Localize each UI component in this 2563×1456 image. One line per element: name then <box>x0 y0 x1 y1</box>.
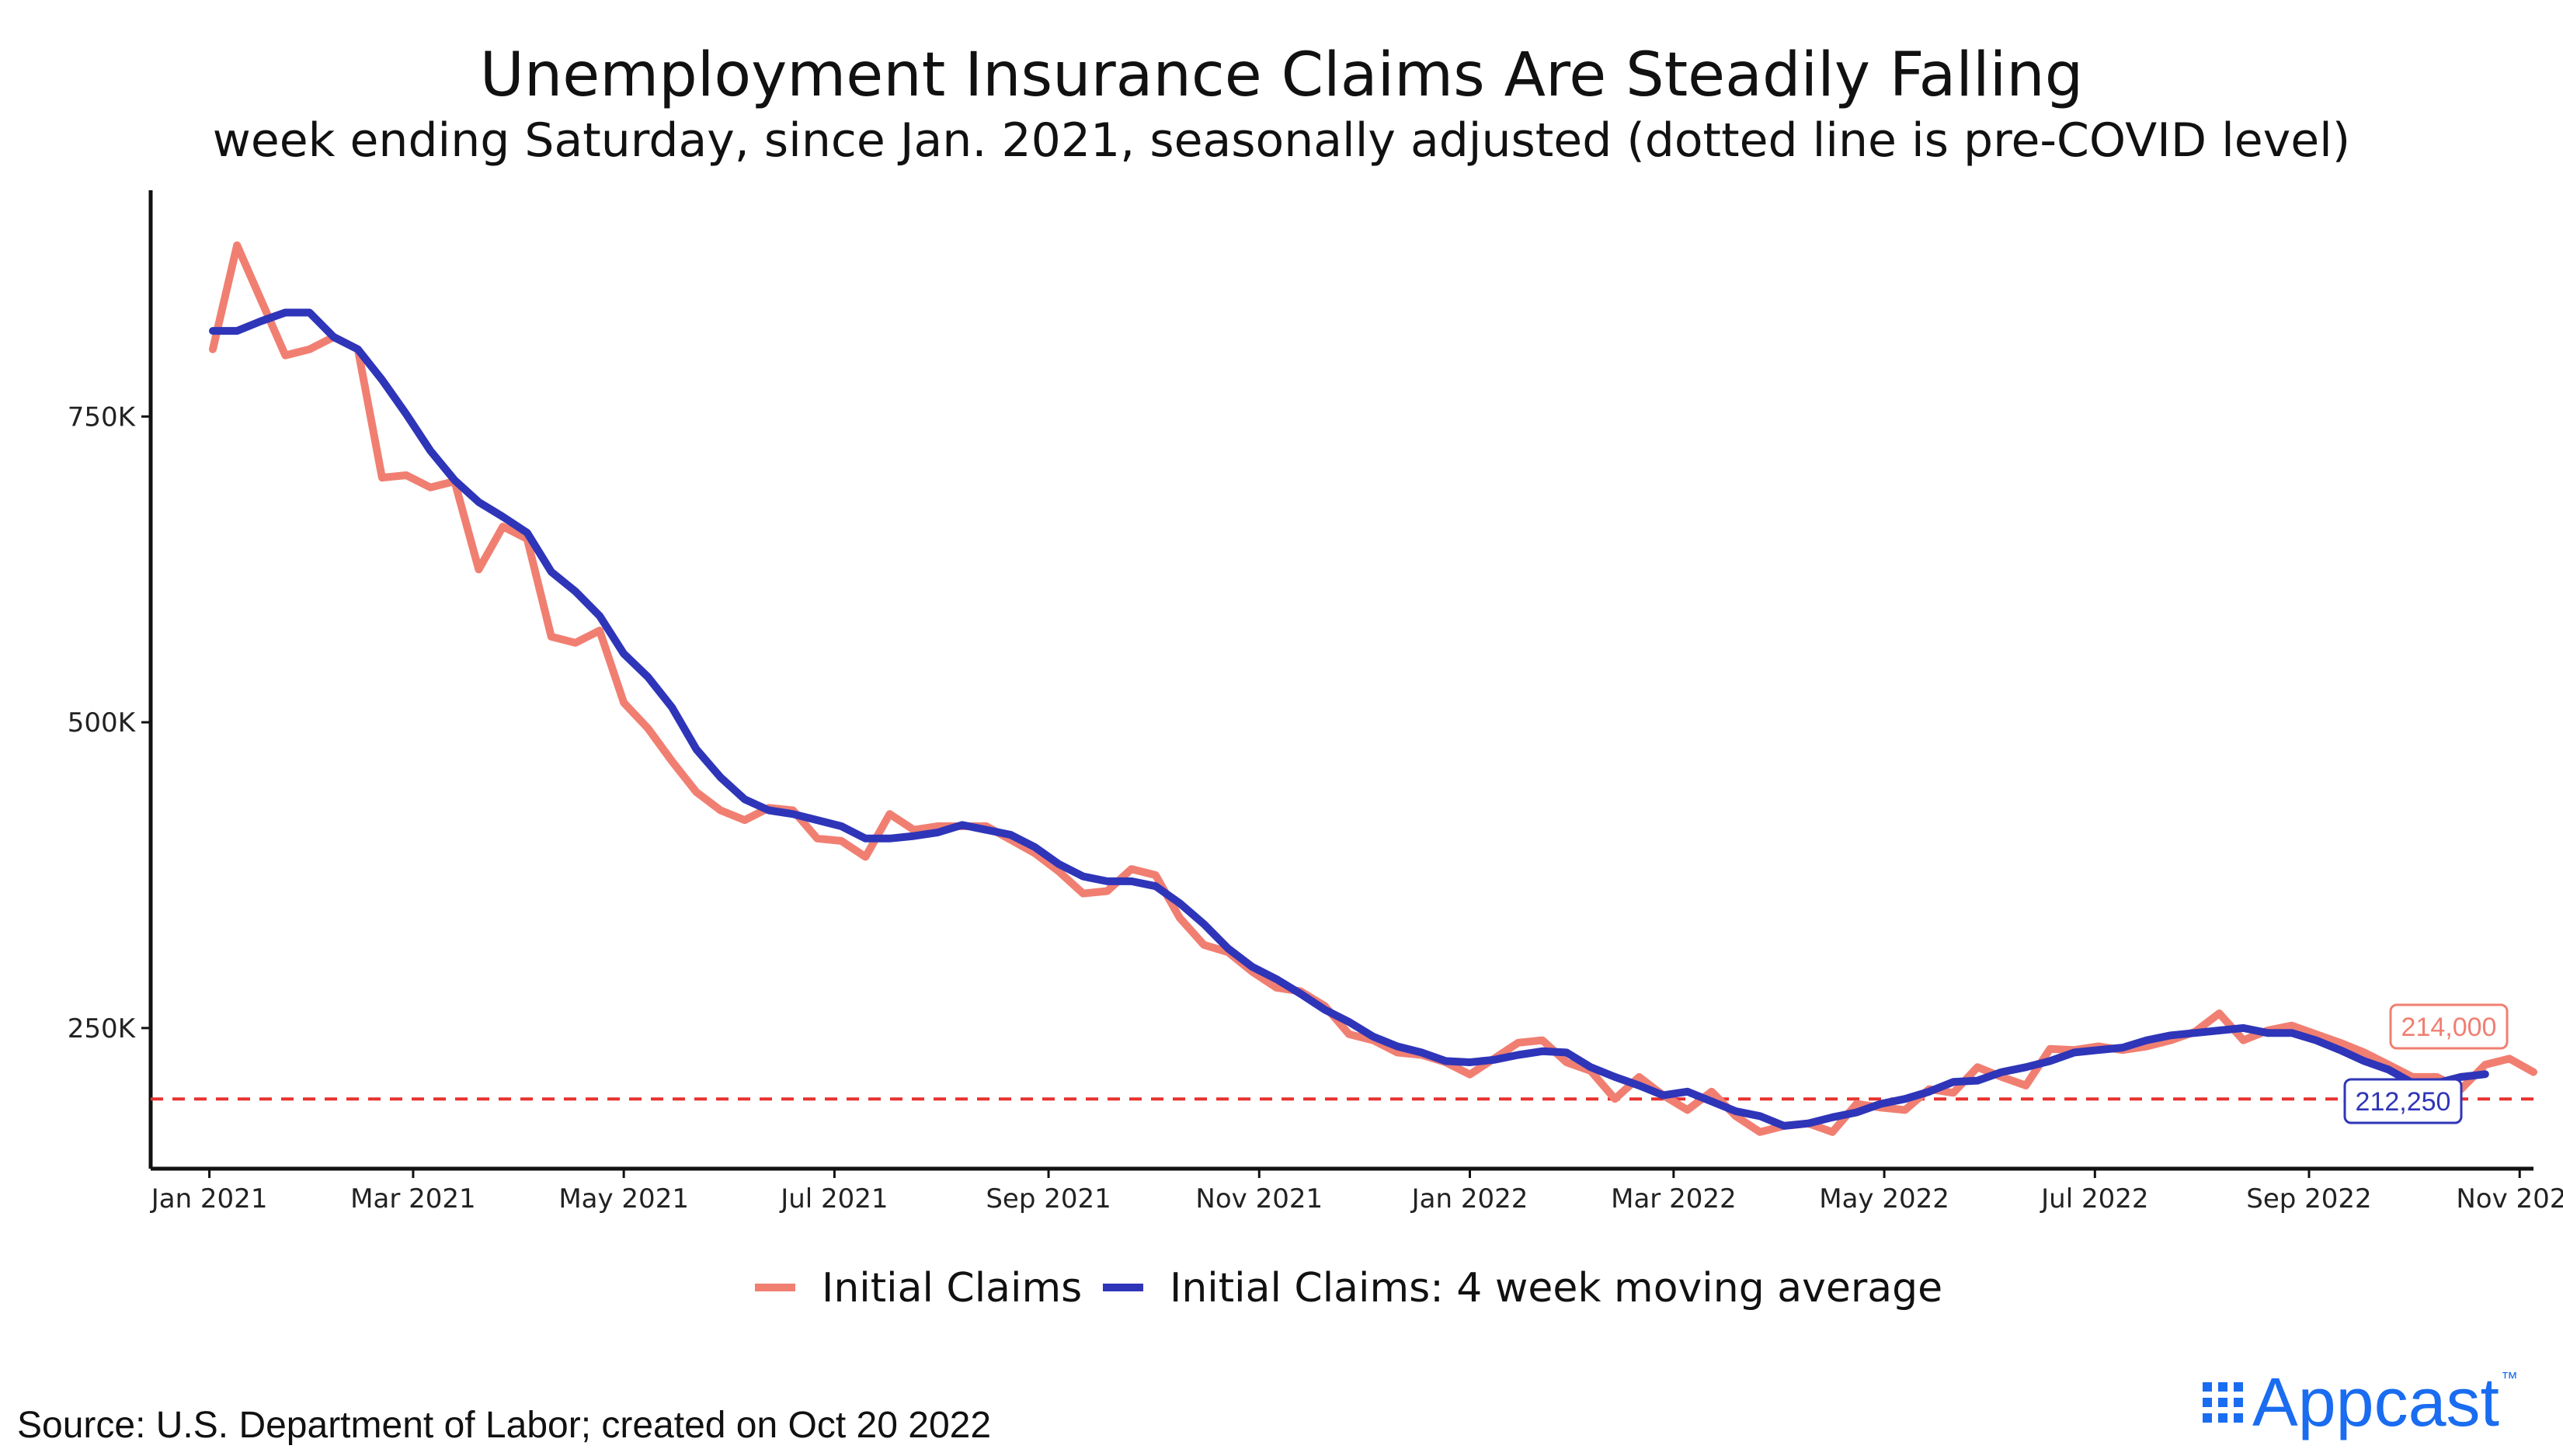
y-tick-label: 250K <box>68 1013 137 1044</box>
end-label-moving-average-box <box>2343 1078 2463 1124</box>
brand-name: Appcast <box>2252 1364 2499 1440</box>
x-tick-label: Mar 2021 <box>350 1183 475 1214</box>
x-tick-label: May 2022 <box>1819 1183 1949 1214</box>
x-tick-label: Mar 2022 <box>1611 1183 1736 1214</box>
end-label-initial-claims-box <box>2389 1003 2509 1050</box>
series-line-moving-average <box>209 308 2489 1130</box>
x-tick-label: Jan 2021 <box>150 1183 268 1214</box>
source-note: Source: U.S. Department of Labor; create… <box>17 1405 992 1446</box>
x-tick-label: Sep 2021 <box>986 1183 1111 1214</box>
legend-initial-claims-label: Initial Claims <box>822 1265 1082 1312</box>
x-tick-label: Jul 2022 <box>2040 1183 2148 1214</box>
x-tick-label: Nov 2022 <box>2456 1183 2563 1214</box>
x-tick-label: May 2021 <box>558 1183 689 1214</box>
x-tick-label: Jan 2022 <box>1410 1183 1528 1214</box>
y-tick-label: 500K <box>68 707 137 738</box>
end-label-initial-claims: 214,000 <box>2401 1013 2497 1042</box>
chart-title: Unemployment Insurance Claims Are Steadi… <box>479 40 2084 110</box>
brand-logo: Appcast ™ <box>2203 1368 2518 1437</box>
x-tick-label: Sep 2022 <box>2246 1183 2371 1214</box>
chart-subtitle: week ending Saturday, since Jan. 2021, s… <box>212 113 2351 168</box>
x-tick-label: Nov 2021 <box>1195 1183 1323 1214</box>
series-line-initial-claims <box>209 241 2537 1136</box>
x-tick-label: Jul 2021 <box>779 1183 888 1214</box>
y-tick-label: 750K <box>68 401 137 433</box>
legend-moving-average-label: Initial Claims: 4 week moving average <box>1170 1265 1942 1312</box>
appcast-logo-icon <box>2203 1382 2243 1423</box>
brand-trademark: ™ <box>2500 1368 2518 1388</box>
end-label-moving-average: 212,250 <box>2356 1087 2451 1117</box>
